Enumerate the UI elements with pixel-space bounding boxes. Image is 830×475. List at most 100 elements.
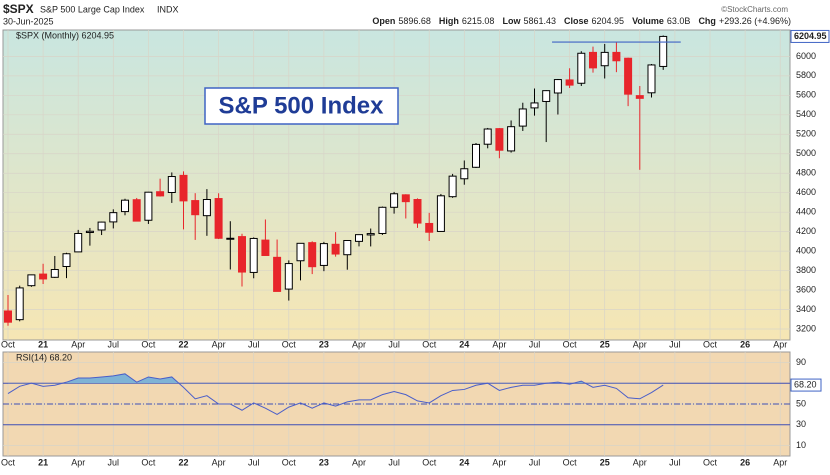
candle-body bbox=[518, 108, 527, 127]
x-tick-label: Jul bbox=[669, 457, 681, 467]
candle-body bbox=[74, 232, 83, 253]
candle-body bbox=[249, 237, 258, 273]
y-tick-label: 5600 bbox=[796, 90, 816, 100]
x-tick-label: Oct bbox=[1, 339, 16, 349]
candle-body bbox=[577, 52, 586, 84]
description: S&P 500 Large Cap Index bbox=[40, 4, 145, 14]
x-tick-label: 21 bbox=[38, 457, 48, 467]
candle-body bbox=[39, 273, 48, 280]
x-tick-label: Jul bbox=[248, 457, 260, 467]
quote-value: 6204.95 bbox=[592, 16, 625, 26]
last-value: 68.20 bbox=[794, 379, 817, 389]
x-tick-label: 26 bbox=[740, 339, 750, 349]
x-tick-label: 23 bbox=[319, 339, 329, 349]
overbought-area bbox=[8, 373, 664, 384]
candle-body bbox=[460, 168, 469, 180]
y-tick-label: 4600 bbox=[796, 187, 816, 197]
candle-body bbox=[27, 274, 36, 287]
x-tick-label: Oct bbox=[141, 457, 156, 467]
candle-body bbox=[378, 206, 387, 234]
x-tick-label: Apr bbox=[352, 339, 366, 349]
candle-body bbox=[659, 35, 668, 67]
y-tick-label: 30 bbox=[796, 419, 806, 429]
x-tick-label: Apr bbox=[492, 457, 506, 467]
quote-label: Volume bbox=[632, 16, 664, 26]
candle-body bbox=[97, 221, 106, 231]
candle-body bbox=[284, 263, 293, 290]
y-tick-label: 4200 bbox=[796, 226, 816, 236]
quote-value: 63.0B bbox=[667, 16, 691, 26]
y-tick-label: 50 bbox=[796, 398, 806, 408]
x-tick-label: Apr bbox=[773, 457, 787, 467]
quote-value: 5861.43 bbox=[523, 16, 556, 26]
candle-body bbox=[109, 212, 118, 223]
candle-body bbox=[50, 269, 59, 278]
candle-body bbox=[553, 79, 562, 94]
y-tick-label: 5800 bbox=[796, 70, 816, 80]
header: $SPX S&P 500 Large Cap Index INDX 30-Jun… bbox=[3, 2, 791, 26]
y-tick-label: 90 bbox=[796, 357, 806, 367]
exchange: INDX bbox=[157, 4, 179, 14]
candle-body bbox=[296, 242, 305, 262]
candle-body bbox=[62, 253, 71, 267]
x-tick-label: Apr bbox=[71, 339, 85, 349]
y-tick-label: 3200 bbox=[796, 323, 816, 333]
candle-body bbox=[530, 102, 539, 109]
candle-body bbox=[273, 256, 282, 292]
quote-value: 6215.08 bbox=[462, 16, 495, 26]
x-tick-label: Oct bbox=[563, 339, 578, 349]
x-tick-label: Oct bbox=[422, 457, 437, 467]
x-tick-label: Jul bbox=[388, 457, 400, 467]
x-tick-label: Apr bbox=[212, 457, 226, 467]
candle-body bbox=[472, 143, 480, 168]
y-tick-label: 3800 bbox=[796, 265, 816, 275]
x-tick-label: Apr bbox=[773, 339, 787, 349]
quote-label: Close bbox=[564, 16, 589, 26]
x-tick-label: Jul bbox=[248, 339, 260, 349]
y-tick-label: 3400 bbox=[796, 304, 816, 314]
annotation-box bbox=[204, 87, 399, 125]
quote-label: High bbox=[439, 16, 459, 26]
x-tick-label: Apr bbox=[71, 457, 85, 467]
candle-body bbox=[635, 95, 644, 99]
x-tick-label: Apr bbox=[212, 339, 226, 349]
date: 30-Jun-2025 bbox=[3, 16, 54, 26]
x-tick-label: Oct bbox=[703, 339, 718, 349]
x-tick-label: Jul bbox=[108, 457, 120, 467]
candle-body bbox=[191, 200, 200, 216]
y-tick-label: 6000 bbox=[796, 51, 816, 61]
candle-body bbox=[565, 79, 574, 86]
candle-body bbox=[308, 242, 317, 268]
x-tick-label: 24 bbox=[459, 457, 469, 467]
quote-label: Low bbox=[502, 16, 521, 26]
candle-body bbox=[319, 243, 328, 266]
x-tick-label: Oct bbox=[422, 339, 437, 349]
y-tick-label: 5400 bbox=[796, 109, 816, 119]
last-value-box bbox=[790, 29, 830, 43]
x-tick-label: Jul bbox=[388, 339, 400, 349]
quote-label: Open bbox=[372, 16, 395, 26]
x-tick-label: 22 bbox=[178, 339, 188, 349]
candle-body bbox=[401, 194, 410, 203]
candle-body bbox=[366, 233, 375, 236]
candle-body bbox=[542, 90, 551, 102]
candle-body bbox=[413, 199, 422, 224]
y-tick-label: 5000 bbox=[796, 148, 816, 158]
candle-body bbox=[425, 222, 434, 233]
x-tick-label: Apr bbox=[492, 339, 506, 349]
x-tick-label: 25 bbox=[600, 457, 610, 467]
candle-body bbox=[331, 243, 340, 255]
candle-body bbox=[600, 51, 609, 67]
candle-body bbox=[202, 199, 211, 217]
candle-body bbox=[624, 57, 633, 95]
candle-body bbox=[355, 234, 363, 242]
candle-body bbox=[647, 64, 656, 94]
candle-body bbox=[226, 237, 235, 240]
y-tick-label: 10 bbox=[796, 440, 806, 450]
x-tick-label: Jul bbox=[108, 339, 120, 349]
candle-body bbox=[343, 239, 352, 256]
credit: ©StockCharts.com bbox=[721, 5, 788, 14]
candle-body bbox=[238, 236, 246, 273]
candle-body bbox=[156, 191, 165, 197]
